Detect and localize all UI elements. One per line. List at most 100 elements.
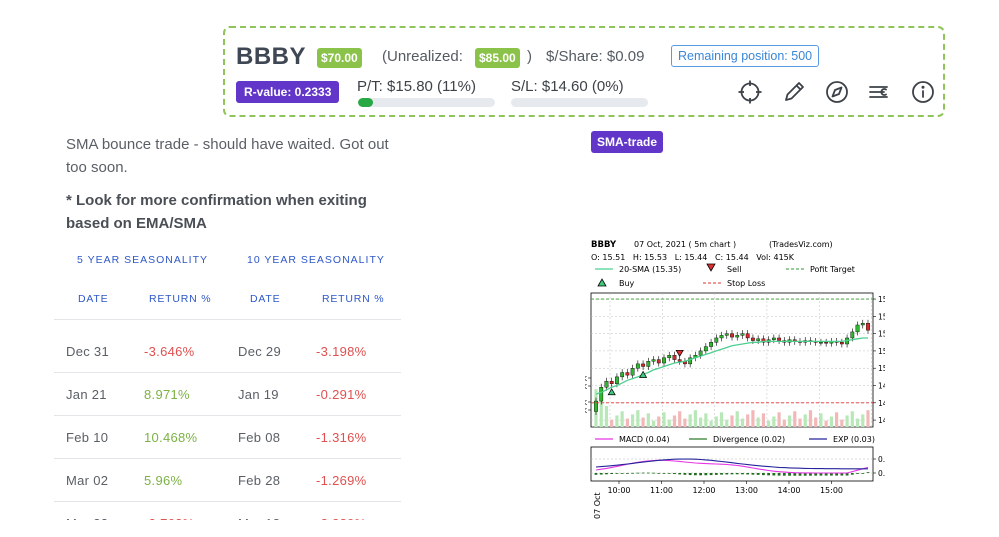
ten-year-return-cell: -0.291% (316, 387, 367, 402)
candle-body (672, 355, 677, 360)
pencil-icon[interactable] (781, 79, 807, 105)
trade-notes-emphasis: * Look for more confirmation when exitin… (66, 192, 367, 232)
volume-bar (672, 415, 677, 427)
macd-histogram-bar (746, 473, 750, 475)
volume-bar (599, 397, 603, 427)
volume-bar (693, 410, 697, 427)
trade-chart: BBBY 07 Oct, 2021 ( 5m chart ) (TradesVi… (569, 235, 895, 525)
macd-histogram-bar (809, 473, 812, 476)
table-row-divider (54, 415, 401, 416)
legend-buy: Buy (619, 279, 635, 288)
ten-year-date-cell: Feb 08 (238, 430, 281, 445)
profit-target-progress (358, 98, 495, 107)
ten-year-date-cell: Dec 29 (238, 344, 281, 359)
volume-bar (625, 418, 629, 427)
price-axis: 15.8 15.6 15.4 15.2 15.0 14.8 14.6 14.4 (873, 295, 895, 425)
chart-ohlcv: O: 15.51 H: 15.53 L: 15.44 C: 15.44 Vol:… (591, 253, 795, 262)
macd-histogram-bar (767, 473, 771, 476)
candle-body (855, 324, 860, 333)
volume-bar (610, 419, 614, 427)
volume-bar (725, 419, 729, 427)
macd-histogram-bar (829, 473, 833, 476)
crosshair-icon[interactable] (737, 79, 763, 105)
ten-year-seasonality-title[interactable]: 10 YEAR SEASONALITY (247, 254, 385, 266)
volume-bar (808, 410, 813, 427)
candle-body (677, 359, 682, 362)
volume-bar (782, 419, 786, 427)
table-row-divider (54, 458, 401, 459)
macd-histogram-bar (725, 473, 729, 475)
candle-body (866, 323, 870, 331)
volume-bar (840, 419, 844, 427)
buy-marker-icon (597, 278, 607, 287)
table-divider (54, 319, 401, 320)
macd-histogram-bar (625, 473, 629, 474)
seasonality-table-body: Dec 31 -3.646% Dec 29 -3.198% Jan 21 8.971% Ja… (54, 344, 401, 520)
candle-body (651, 359, 656, 362)
volume-tick-label: 200K (585, 407, 587, 415)
macd-histogram-bar (704, 473, 708, 476)
candle-body (714, 337, 719, 343)
candle-body (667, 355, 672, 359)
macd-histogram-bar (620, 473, 624, 474)
volume-bar (704, 413, 708, 427)
macd-histogram-bar (751, 473, 755, 475)
volume-bar (620, 411, 624, 427)
stop-loss-label: S/L: $14.60 (0%) (511, 78, 624, 95)
candle-body (824, 342, 829, 344)
macd-histogram-bar (636, 472, 640, 474)
table-row-divider (54, 372, 401, 373)
volume-bar (631, 414, 635, 427)
info-icon[interactable] (910, 79, 936, 105)
date-column-header: DATE (250, 293, 281, 305)
candle-body (839, 342, 844, 345)
volume-bar (636, 410, 640, 427)
candle-body (719, 335, 724, 339)
legend-sma: 20-SMA (15.35) (619, 265, 681, 274)
candle-body (771, 337, 776, 340)
macd-histogram-bar (756, 473, 760, 475)
macd-histogram-bar (840, 473, 844, 476)
candle-body (625, 372, 630, 376)
unrealized-suffix: ) (527, 48, 532, 65)
candle-body (594, 400, 598, 412)
stop-loss-progress (511, 98, 648, 107)
volume-bar (835, 412, 839, 427)
chart-date-header: 07 Oct, 2021 ( 5m chart ) (634, 240, 736, 249)
volume-bar (824, 420, 828, 427)
volume-tick-label: 500K (585, 383, 587, 391)
volume-bar (772, 416, 776, 427)
macd-histogram-bar (824, 473, 828, 476)
volume-bar (730, 415, 734, 427)
macd-histogram (594, 472, 870, 476)
macd-histogram-bar (599, 473, 603, 475)
unrealized-badge: $85.00 (475, 48, 520, 68)
candle-body (662, 357, 666, 364)
five-year-return-cell: 8.971% (144, 387, 190, 402)
candle-body (740, 333, 745, 336)
five-year-seasonality-title[interactable]: 5 YEAR SEASONALITY (77, 254, 209, 266)
candle-body (751, 337, 755, 341)
macd-histogram-bar (856, 473, 859, 474)
profit-target-progress-fill (358, 98, 374, 107)
macd-histogram-bar (610, 473, 614, 475)
sma-trade-tag[interactable]: SMA-trade (591, 131, 664, 153)
compass-icon[interactable] (824, 79, 850, 105)
macd-histogram-bar (793, 473, 797, 476)
candle-body (756, 338, 761, 341)
volume-bar (667, 419, 671, 427)
candle-body (656, 359, 661, 364)
macd-histogram-bar (631, 472, 635, 474)
candle-body (730, 333, 734, 338)
volume-bar (678, 411, 682, 427)
time-axis: 10:00 11:00 12:00 13:00 14:00 15:00 (607, 481, 843, 495)
filter-lines-icon[interactable] (867, 79, 893, 105)
macd-histogram-bar (730, 473, 734, 475)
candle-body (860, 323, 865, 326)
volume-bar (819, 413, 823, 427)
volume-bar (615, 415, 619, 427)
volume-bar (657, 416, 661, 427)
candle-body (604, 380, 609, 388)
five-year-return-cell: -3.646% (144, 344, 195, 359)
volume-bar (829, 416, 833, 427)
